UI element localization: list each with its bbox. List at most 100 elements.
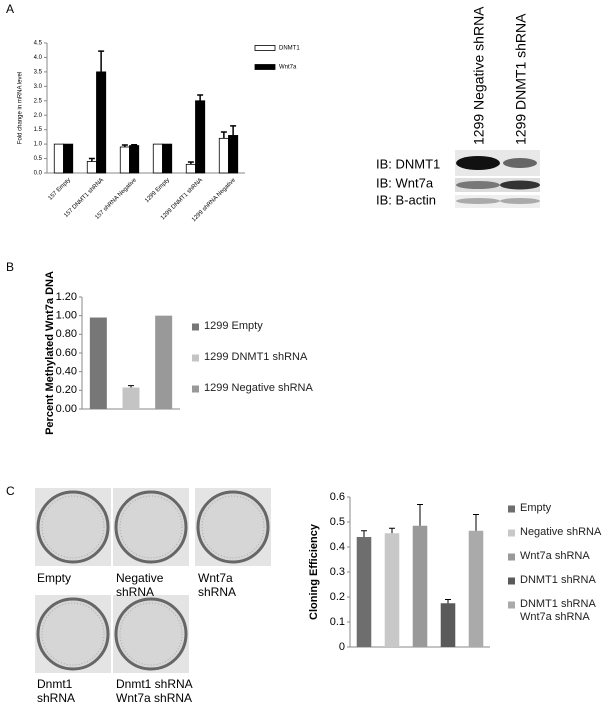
legend-swatch bbox=[192, 354, 199, 362]
y-tick-label: 1.20 bbox=[56, 291, 77, 303]
legend-swatch bbox=[508, 529, 515, 537]
plate-dish bbox=[196, 490, 270, 564]
bar bbox=[96, 71, 107, 174]
legend-swatch bbox=[192, 385, 199, 393]
legend-swatch bbox=[508, 505, 515, 513]
y-tick-label: 1.0 bbox=[34, 142, 43, 148]
plate-colonies bbox=[41, 602, 105, 666]
plate-dish bbox=[36, 597, 110, 671]
panel-letter: A bbox=[6, 2, 14, 16]
legend-swatch bbox=[508, 601, 515, 609]
band bbox=[500, 198, 540, 204]
legend-label: 1299 Empty bbox=[204, 320, 263, 332]
plate-dish bbox=[114, 490, 188, 564]
y-tick-label: 0.40 bbox=[56, 366, 77, 378]
error-bar bbox=[187, 161, 194, 165]
legend-swatch bbox=[192, 323, 199, 331]
y-tick-label: 1.5 bbox=[34, 127, 43, 133]
plate-caption: Dnmt1 shRNA Wnt7a shRNA bbox=[116, 677, 193, 705]
row-label: IB: B-actin bbox=[376, 192, 436, 207]
legend-label: 1299 Negative shRNA bbox=[204, 382, 313, 394]
bar bbox=[53, 143, 64, 174]
error-bar bbox=[88, 157, 95, 162]
bar bbox=[228, 135, 239, 174]
legend-label: Wnt7a shRNA bbox=[520, 550, 590, 562]
error-bar bbox=[98, 50, 105, 72]
plate-colonies bbox=[41, 495, 105, 559]
bar bbox=[384, 533, 400, 647]
bar bbox=[155, 315, 173, 409]
bar bbox=[122, 387, 140, 409]
bar bbox=[152, 143, 163, 174]
error-bar bbox=[220, 131, 227, 139]
error-bar bbox=[230, 125, 237, 136]
y-axis-label: Fold change in mRNA level bbox=[18, 72, 24, 144]
y-tick-label: 0.0 bbox=[34, 171, 43, 177]
legend-label: Negative shRNA bbox=[520, 526, 602, 538]
bar bbox=[119, 146, 130, 174]
y-tick-label: 3.5 bbox=[34, 69, 43, 75]
panel-letter: B bbox=[6, 260, 14, 274]
plate-dish bbox=[114, 597, 188, 671]
lane-label: 1299 Negative shRNA bbox=[471, 6, 487, 145]
legend-swatch bbox=[254, 64, 276, 70]
band bbox=[503, 158, 537, 168]
legend-label: Empty bbox=[520, 502, 552, 514]
row-label: IB: DNMT1 bbox=[376, 156, 440, 171]
band bbox=[456, 156, 500, 170]
plate-caption: Empty bbox=[37, 571, 72, 585]
y-tick-label: 0.4 bbox=[330, 541, 345, 553]
y-axis-label: Cloning Efficiency bbox=[308, 523, 320, 620]
plate-caption: Wnt7a shRNA bbox=[198, 571, 237, 599]
y-tick-label: 0.60 bbox=[56, 347, 77, 359]
y-tick-label: 0.5 bbox=[34, 156, 43, 162]
y-tick-label: 0.6 bbox=[330, 491, 345, 503]
plate-dish bbox=[36, 490, 110, 564]
y-tick-label: 4.5 bbox=[34, 41, 43, 47]
plate-images bbox=[35, 488, 271, 673]
plate-colonies bbox=[119, 602, 183, 666]
y-tick-label: 0.20 bbox=[56, 384, 77, 396]
panel-letter: C bbox=[6, 484, 15, 498]
x-tick-label: 1299 Empty bbox=[144, 177, 171, 204]
bar bbox=[412, 525, 428, 647]
error-bar bbox=[131, 143, 138, 146]
error-bar bbox=[197, 94, 204, 101]
y-tick-label: 2.0 bbox=[34, 113, 43, 119]
plate-caption: Negative shRNA bbox=[116, 571, 164, 599]
y-tick-label: 0.2 bbox=[330, 591, 345, 603]
legend-label: Wnt7a bbox=[279, 65, 297, 71]
y-axis-label: Percent Methylated Wnt7a DNA bbox=[44, 271, 56, 435]
bar bbox=[162, 143, 173, 174]
band bbox=[456, 198, 500, 204]
bar bbox=[218, 137, 229, 174]
error-bar bbox=[445, 599, 451, 604]
bar bbox=[468, 530, 484, 647]
legend-label: DNMT1 bbox=[279, 46, 300, 52]
error-bar bbox=[473, 514, 479, 531]
y-tick-label: 0.80 bbox=[56, 328, 77, 340]
y-tick-label: 3.0 bbox=[34, 84, 43, 90]
legend-swatch bbox=[508, 553, 515, 561]
y-tick-label: 0 bbox=[339, 641, 345, 653]
bar bbox=[440, 603, 456, 647]
bar bbox=[356, 537, 372, 647]
y-tick-label: 0.00 bbox=[56, 403, 77, 415]
error-bar bbox=[128, 385, 134, 388]
bar bbox=[129, 145, 140, 174]
bar bbox=[86, 161, 97, 174]
legend-swatch bbox=[254, 45, 276, 51]
bar bbox=[89, 317, 107, 409]
band bbox=[456, 181, 500, 189]
error-bar bbox=[417, 504, 423, 526]
error-bar bbox=[121, 144, 128, 147]
y-tick-label: 0.3 bbox=[330, 566, 345, 578]
y-tick-label: 0.5 bbox=[330, 516, 345, 528]
bar bbox=[63, 143, 74, 174]
plate-colonies bbox=[119, 495, 183, 559]
plate-colonies bbox=[201, 495, 265, 559]
legend-label: DNMT1 shRNA Wnt7a shRNA bbox=[520, 598, 596, 623]
legend-swatch bbox=[508, 577, 515, 585]
y-tick-label: 4.0 bbox=[34, 55, 43, 61]
